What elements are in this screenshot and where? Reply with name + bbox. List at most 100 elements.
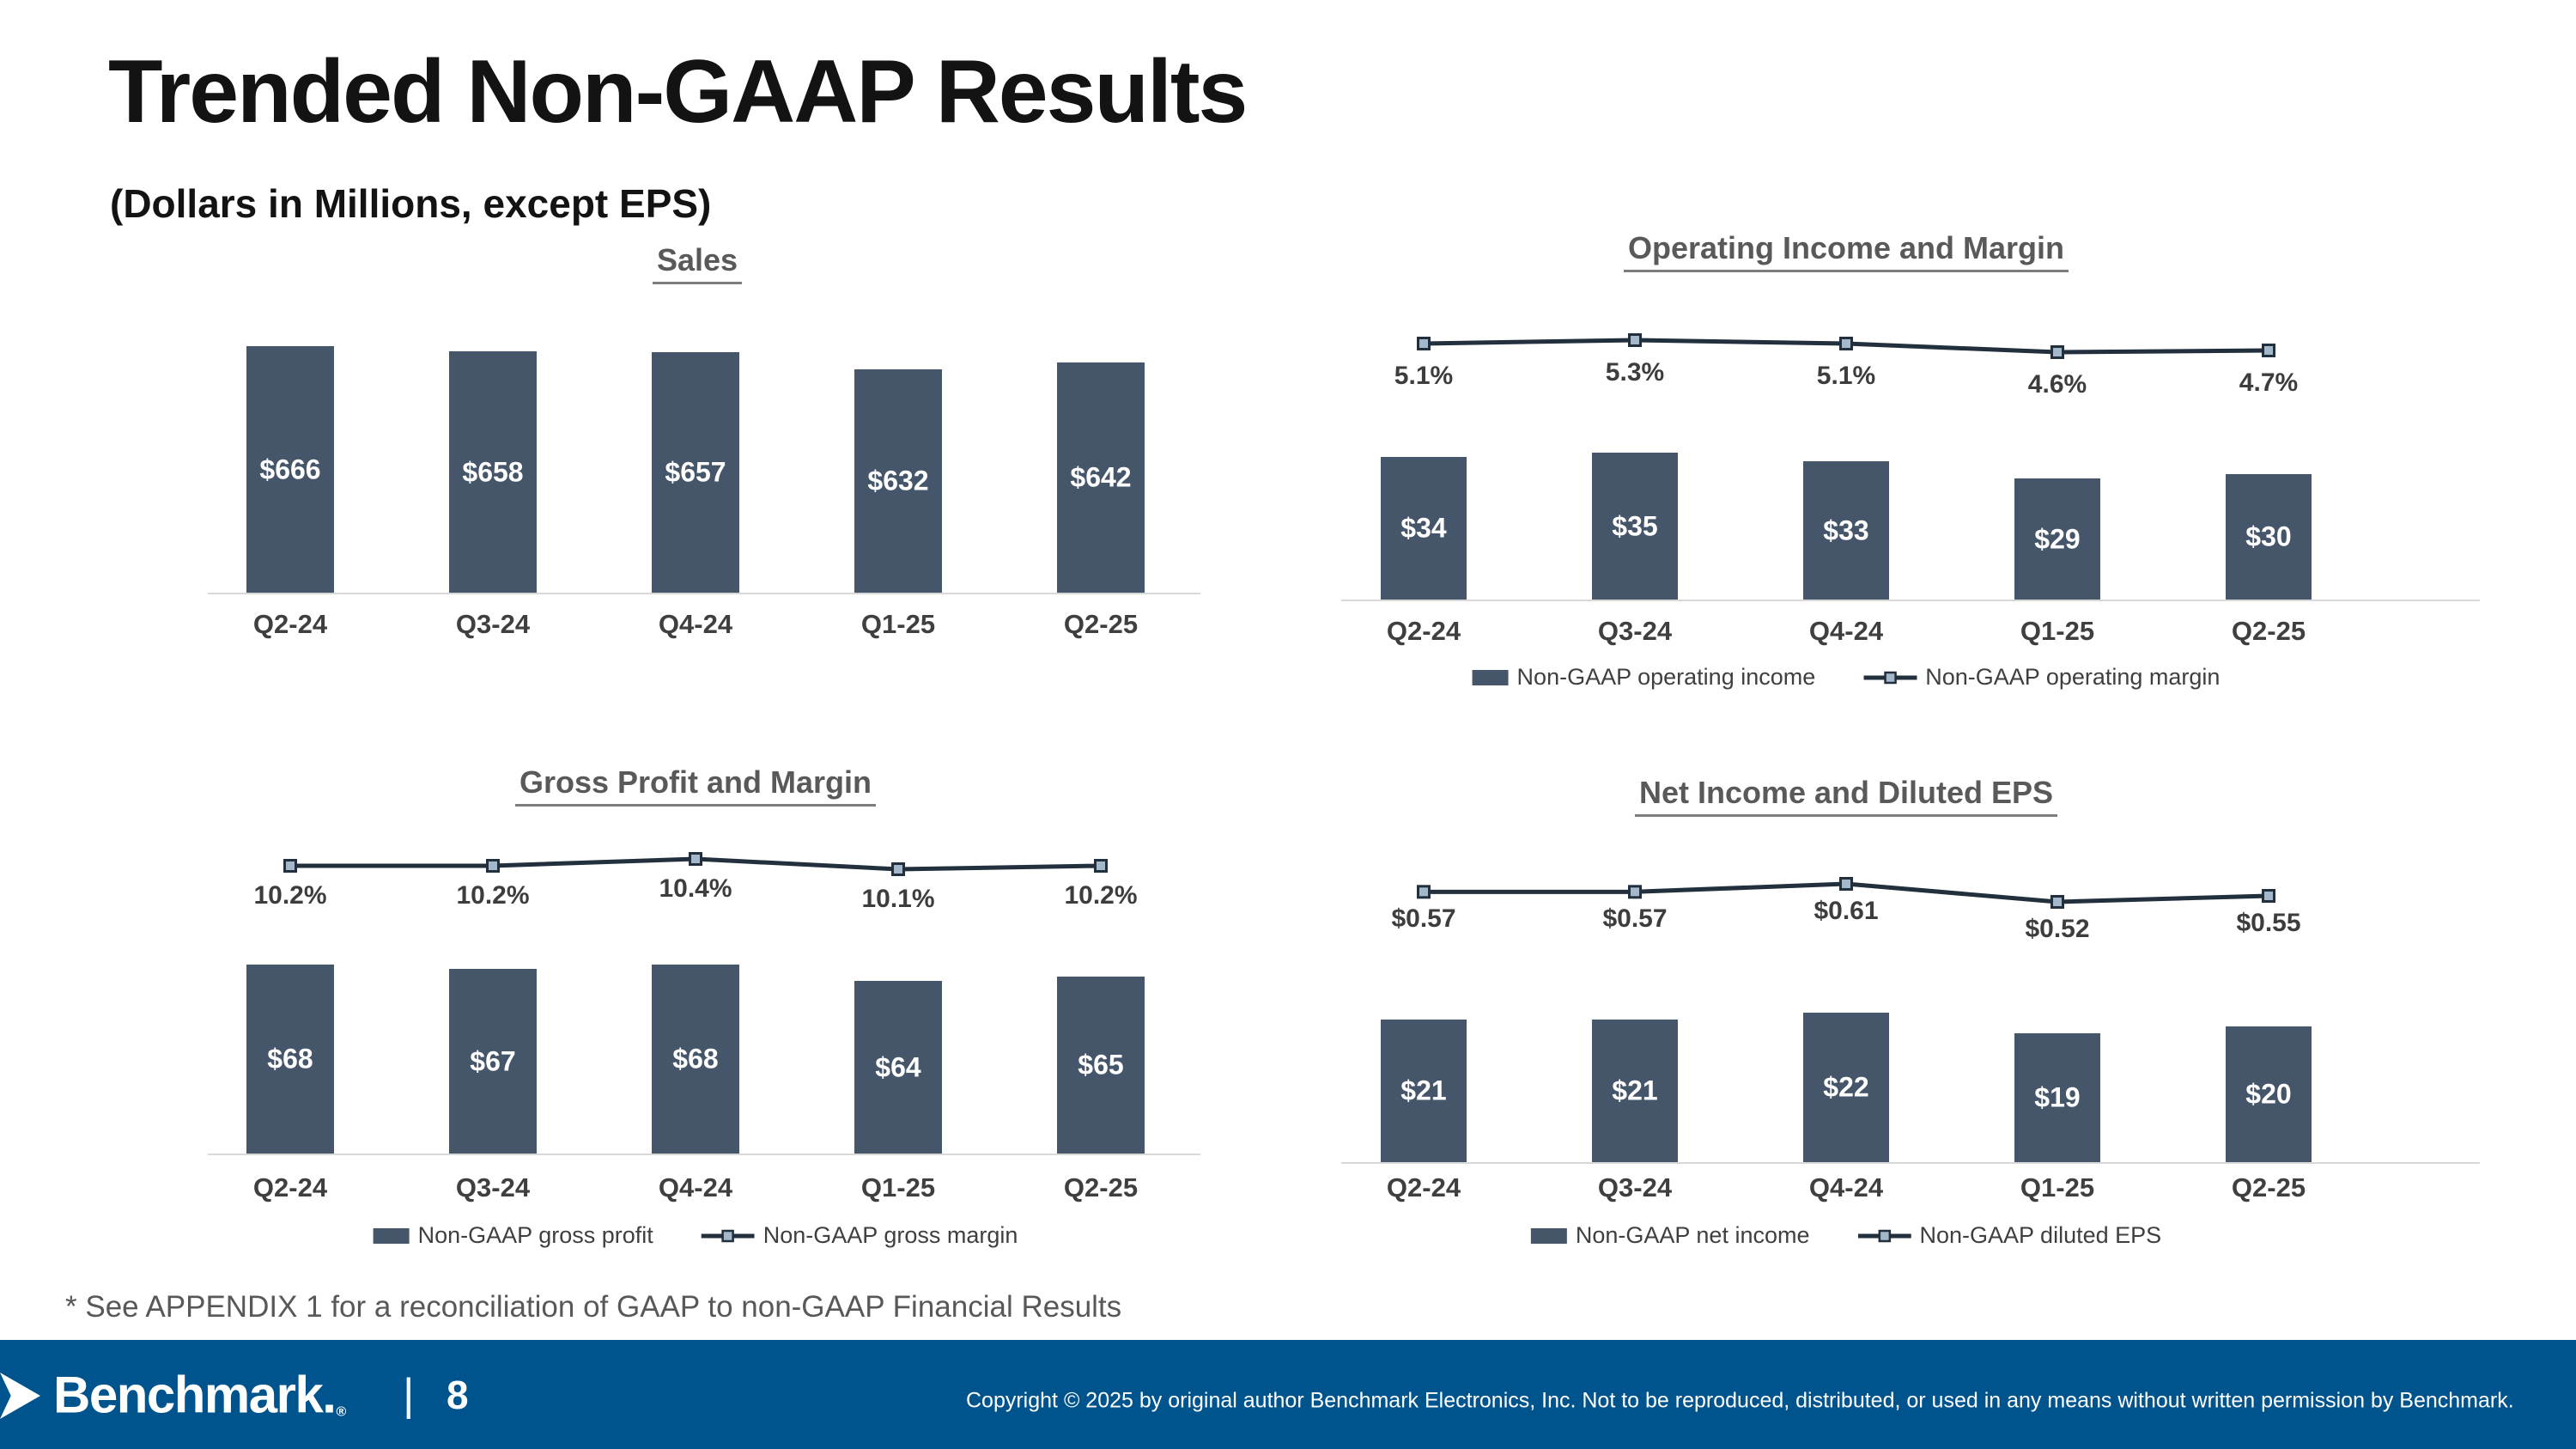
gross-profit-category-label: Q2-24 xyxy=(252,1172,328,1202)
footer-divider: | xyxy=(403,1369,415,1420)
slide-subtitle: (Dollars in Millions, except EPS) xyxy=(110,181,712,226)
gross-profit-bar-value-label: $64 xyxy=(875,1051,921,1082)
legend-non-gaap-net-income: Non-GAAP net income xyxy=(1530,1222,1810,1249)
net-income-bar-Q1-25 xyxy=(2014,1033,2100,1162)
operating-income-bar-value-label: $34 xyxy=(1400,512,1447,544)
benchmark-arrow-icon xyxy=(0,1373,40,1419)
gross-profit-line-value-label: 10.2% xyxy=(253,881,327,910)
sales-bar-Q3-24 xyxy=(449,351,537,593)
non-gaap-gross-margin-line xyxy=(283,852,1108,876)
operating-income-line-value-label: 5.3% xyxy=(1605,358,1665,387)
net-income-legend: Non-GAAP net income Non-GAAP diluted EPS xyxy=(1530,1222,2162,1249)
operating-income-bar-Q4-24 xyxy=(1803,461,1889,600)
net-income-category-label: Q4-24 xyxy=(1808,1172,1884,1202)
operating-income-line-value-label: 4.6% xyxy=(2027,370,2087,399)
sales-bar-value-label: $657 xyxy=(665,456,726,488)
operating-income-category-label: Q1-25 xyxy=(2020,616,2095,646)
operating-income-bar-Q3-24 xyxy=(1592,453,1678,600)
sales-bar-Q2-25 xyxy=(1057,362,1145,593)
gross-profit-line-value-label: 10.2% xyxy=(1064,881,1138,910)
non-gaap-operating-margin-marker xyxy=(1417,337,1431,350)
gross-profit-bar-Q3-24 xyxy=(449,969,537,1154)
non-gaap-diluted-eps-marker xyxy=(2050,895,2064,909)
benchmark-logo: Benchmark. ® xyxy=(53,1365,346,1424)
gross-profit-bar-value-label: $65 xyxy=(1078,1049,1124,1081)
sales-bar-value-label: $658 xyxy=(462,456,524,487)
net-income-x-axis xyxy=(1341,1162,2480,1164)
net-income-bar-Q2-24 xyxy=(1381,1020,1467,1162)
gross-profit-category-label: Q3-24 xyxy=(455,1172,531,1202)
operating-income-category-label: Q2-25 xyxy=(2231,616,2306,646)
non-gaap-operating-margin-marker xyxy=(2262,344,2275,357)
legend-label: Non-GAAP diluted EPS xyxy=(1919,1222,2162,1248)
registered-trademark-mark: ® xyxy=(336,1404,346,1419)
operating-income-line-value-label: 4.7% xyxy=(2239,368,2299,397)
operating-income-bar-value-label: $30 xyxy=(2245,521,2292,552)
legend-label: Non-GAAP operating income xyxy=(1516,664,1816,690)
sales-category-label: Q2-25 xyxy=(1063,609,1139,639)
gross-profit-title: Gross Profit and Margin xyxy=(514,764,877,807)
line-marker-swatch-icon xyxy=(1857,1229,1911,1242)
gross-profit-bar-Q2-24 xyxy=(246,965,334,1154)
net-income-bar-Q2-25 xyxy=(2226,1026,2312,1162)
operating-income-bar-value-label: $33 xyxy=(1823,514,1869,545)
legend-non-gaap-gross-margin: Non-GAAP gross margin xyxy=(701,1222,1018,1249)
operating-income-bar-Q2-25 xyxy=(2226,474,2312,600)
gross-profit-bar-value-label: $68 xyxy=(267,1043,313,1075)
line-marker-swatch-icon xyxy=(701,1229,755,1242)
sales-category-label: Q2-24 xyxy=(252,609,328,639)
gross-profit-category-label: Q4-24 xyxy=(658,1172,733,1202)
non-gaap-operating-margin-line xyxy=(1417,333,2275,359)
footer-bar: Benchmark. ® | 8 Copyright © 2025 by ori… xyxy=(0,1340,2576,1449)
operating-income-line-value-label: 5.1% xyxy=(1816,362,1876,390)
gross-profit-category-label: Q1-25 xyxy=(860,1172,936,1202)
net-income-bar-value-label: $19 xyxy=(2034,1081,2081,1113)
bar-swatch-icon xyxy=(373,1227,410,1244)
sales-bar-value-label: $632 xyxy=(867,465,929,496)
net-income-bar-Q3-24 xyxy=(1592,1020,1678,1162)
non-gaap-operating-margin-marker xyxy=(2050,345,2064,359)
gross-profit-bar-Q4-24 xyxy=(652,965,739,1154)
page-number: 8 xyxy=(447,1372,469,1417)
gross-profit-category-label: Q2-25 xyxy=(1063,1172,1139,1202)
legend-label: Non-GAAP net income xyxy=(1575,1222,1810,1248)
operating-income-bar-Q2-24 xyxy=(1381,457,1467,600)
gross-profit-line-value-label: 10.1% xyxy=(861,885,935,913)
net-income-line-value-label: $0.61 xyxy=(1814,897,1879,925)
gross-profit-x-axis xyxy=(208,1154,1200,1155)
operating-income-bar-value-label: $29 xyxy=(2034,523,2081,554)
operating-income-line-value-label: 5.1% xyxy=(1394,362,1454,390)
non-gaap-gross-margin-marker xyxy=(486,859,500,873)
non-gaap-diluted-eps-marker xyxy=(2262,889,2275,903)
operating-income-legend: Non-GAAP operating income Non-GAAP operat… xyxy=(1472,664,2220,691)
operating-income-x-axis xyxy=(1341,600,2480,601)
operating-income-category-label: Q4-24 xyxy=(1808,616,1884,646)
legend-label: Non-GAAP operating margin xyxy=(1925,664,2221,690)
net-income-line-value-label: $0.57 xyxy=(1391,904,1456,934)
non-gaap-diluted-eps-marker xyxy=(1417,885,1431,899)
copyright-text: Copyright © 2025 by original author Benc… xyxy=(966,1388,2514,1413)
sales-category-label: Q4-24 xyxy=(658,609,733,639)
non-gaap-gross-margin-marker xyxy=(891,862,905,876)
net-income-category-label: Q2-25 xyxy=(2231,1172,2306,1202)
gross-profit-legend: Non-GAAP gross profit Non-GAAP gross marg… xyxy=(373,1222,1018,1249)
net-income-category-label: Q3-24 xyxy=(1597,1172,1673,1202)
non-gaap-operating-margin-marker xyxy=(1839,337,1853,350)
legend-label: Non-GAAP gross margin xyxy=(762,1222,1018,1248)
gross-profit-line-value-label: 10.2% xyxy=(456,881,530,910)
legend-label: Non-GAAP gross profit xyxy=(417,1222,653,1248)
gross-profit-line-value-label: 10.4% xyxy=(659,874,732,903)
sales-bar-Q2-24 xyxy=(246,346,334,593)
operating-income-category-label: Q3-24 xyxy=(1597,616,1673,646)
non-gaap-gross-margin-marker xyxy=(1094,859,1108,873)
legend-non-gaap-operating-margin: Non-GAAP operating margin xyxy=(1863,664,2220,691)
gross-profit-bar-Q2-25 xyxy=(1057,977,1145,1154)
bar-swatch-icon xyxy=(1472,669,1509,685)
appendix-footnote: * See APPENDIX 1 for a reconciliation of… xyxy=(65,1290,1122,1324)
slide-title: Trended Non-GAAP Results xyxy=(108,42,1248,142)
operating-income-category-label: Q2-24 xyxy=(1386,616,1461,646)
net-income-bar-Q4-24 xyxy=(1803,1013,1889,1162)
non-gaap-operating-margin-marker xyxy=(1628,333,1642,347)
net-income-title: Net Income and Diluted EPS xyxy=(1634,775,2058,817)
